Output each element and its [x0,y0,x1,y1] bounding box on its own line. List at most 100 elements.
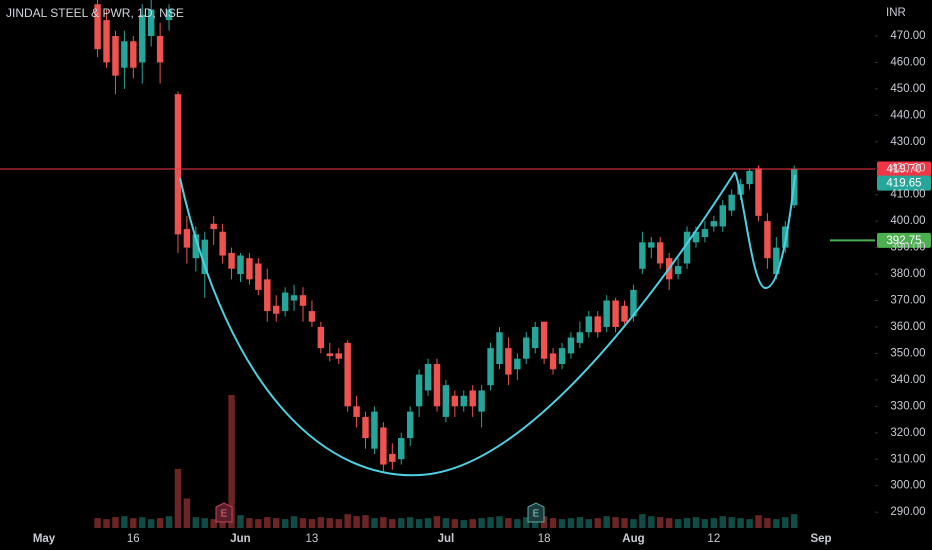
price-tag-label: 419.65 [886,178,921,190]
volume-bar [398,518,405,528]
candle-body [406,411,414,439]
candle-body [630,289,637,317]
volume-bar [147,519,155,528]
x-tick-label: Sep [810,533,831,545]
volume-bar [487,517,494,528]
candle-body [674,266,682,275]
price-lines: 419.70 419.65 392.75 [0,161,931,248]
volume-bar [790,514,798,528]
x-tick-label: 16 [127,533,140,545]
earnings-icon [527,502,545,523]
volume-bar [362,515,369,528]
candle-body [478,390,485,412]
candle-body [415,374,423,407]
volume-bar [505,518,512,528]
volume-bar [255,519,262,528]
volume-bar [585,519,593,528]
candle-body [219,231,226,256]
candle-body [469,390,476,407]
y-tick-label: 350.00 [890,347,925,359]
candle-body [326,353,334,357]
candle-body [648,242,655,248]
volume-bar [380,517,387,528]
volume-bar [290,516,298,528]
candle-body [576,332,584,343]
candle-body [558,348,566,364]
candle-body [353,406,360,417]
candle-body [147,9,155,36]
volume-bar [603,516,610,528]
volume-bar [433,516,441,528]
candle-body [603,300,610,327]
volume-bar [317,517,325,528]
volume-bar [621,518,628,528]
volume-bar [130,518,137,528]
candle-body [308,311,316,322]
candle-body [692,231,700,243]
axes: 290.00 300.00 310.00 320.00 330.00 340.00 350.… [33,30,926,545]
volume-bar [558,519,566,528]
x-tick-label: Aug [622,533,644,545]
price-tag [877,161,931,177]
volume-bar [326,518,334,528]
candle-body [531,326,539,349]
volume-bar [174,468,182,528]
candle-body [567,337,575,354]
candle-body [183,229,191,248]
y-tick-label: 300.00 [890,480,925,492]
candle-body [371,411,378,449]
price-tag-label: 419.70 [886,164,921,176]
candle-body [514,358,521,370]
volume-bar [103,519,110,528]
volume-bar [469,519,476,528]
candle-body [451,395,459,407]
candle-body [156,35,164,63]
candle-body [344,342,351,407]
volume-bar [371,518,378,528]
candle-body [255,263,262,290]
volume-bar [246,518,253,528]
candle-body [621,305,628,322]
volume-bar [478,518,485,528]
volume-bar [773,519,780,528]
candle-body [398,438,405,460]
candle-body [130,41,137,68]
y-tick-label: 340.00 [890,374,925,386]
y-tick-label: 410.00 [890,189,925,201]
candle-body [719,205,726,227]
volume-bar [451,519,459,528]
y-tick-label: 360.00 [890,321,925,333]
candle-body [424,363,432,391]
candle-body [728,194,735,211]
volume-bar [549,518,557,528]
volume-bar [719,516,726,528]
candle-body [540,321,548,359]
candle-body [237,255,244,275]
y-tick-label: 450.00 [890,83,925,95]
volume-bar [630,519,637,528]
x-tick-label: Jul [438,533,455,545]
volume-bar [192,517,200,528]
earnings-label: E [221,509,228,520]
volume-bar [139,517,146,528]
volume-bar [764,518,771,528]
volume-bar [201,518,208,528]
volume-bar [121,516,128,528]
candle-body [192,234,200,259]
volume-bar [728,517,735,528]
candle-body [585,316,593,333]
y-tick-label: 310.00 [890,453,925,465]
volume-bar [648,516,655,528]
candle-body [594,316,601,333]
candle-body [487,348,494,386]
volume-bar [264,517,271,528]
y-tick-label: 400.00 [890,215,925,227]
volume-bar [523,517,530,528]
candle-body [281,292,289,312]
candle-body [94,4,101,50]
volume-bar [344,514,351,528]
candle-body [228,252,235,269]
candle-body [746,170,753,185]
